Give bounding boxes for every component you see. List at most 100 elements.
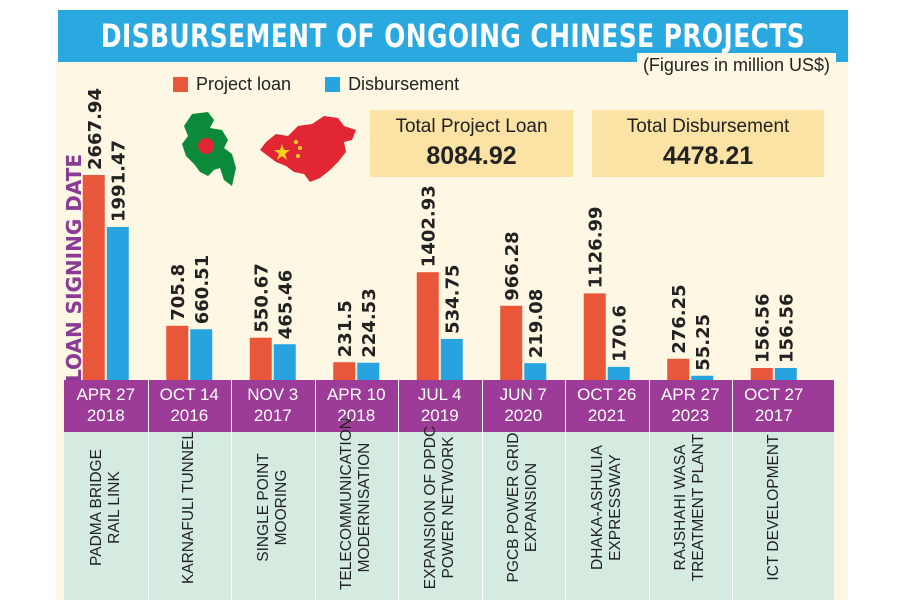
column-divider bbox=[648, 380, 650, 600]
category-label-line: RAJSHAHI WASA bbox=[672, 444, 690, 571]
category-label-7: RAJSHAHI WASA TREATMENT PLANT bbox=[672, 425, 708, 590]
category-label-6: DHAKA-ASHULIA EXPRESSWAY bbox=[589, 425, 625, 590]
date-label-line: 2018 bbox=[86, 406, 125, 425]
category-label-line: RAIL LINK bbox=[105, 471, 123, 544]
legend-label-project-loan: Project loan bbox=[196, 74, 292, 94]
date-label-2: NOV 3 2017 bbox=[233, 384, 313, 426]
date-label-line: 2018 bbox=[337, 406, 376, 425]
date-label-3: APR 10 2018 bbox=[316, 384, 396, 426]
date-label-6: OCT 26 2021 bbox=[567, 384, 647, 426]
total-project-loan-label: Total Project Loan bbox=[395, 116, 548, 137]
category-label-line: PADMA BRIDGE bbox=[87, 449, 105, 566]
bar-disbursement-5 bbox=[524, 363, 547, 380]
data-label-disbursement-4: 534.75 bbox=[443, 264, 464, 333]
data-label-disbursement-0: 1991.47 bbox=[109, 140, 130, 222]
date-label-line: 2016 bbox=[170, 406, 209, 425]
data-label-project-loan-2: 550.67 bbox=[252, 263, 273, 332]
column-divider bbox=[147, 380, 149, 600]
bar-disbursement-0 bbox=[106, 226, 129, 380]
category-label-8: ICT DEVELOPMENT bbox=[756, 425, 792, 590]
date-band bbox=[64, 380, 834, 432]
total-project-loan-value: 8084.92 bbox=[426, 142, 517, 170]
bangladesh-map-icon bbox=[182, 112, 236, 186]
category-label-line: EXPANSION bbox=[523, 462, 541, 553]
data-label-project-loan-5: 966.28 bbox=[502, 231, 523, 300]
legend: Project loan Disbursement bbox=[173, 74, 459, 95]
column-divider bbox=[231, 380, 232, 600]
data-label-disbursement-6: 170.6 bbox=[610, 305, 631, 362]
category-label-2: SINGLE POINT MOORING bbox=[255, 425, 291, 590]
date-label-8: OCT 27 2017 bbox=[734, 384, 814, 426]
bar-disbursement-3 bbox=[357, 362, 380, 380]
bar-project-loan-7 bbox=[667, 358, 690, 380]
bar-disbursement-6 bbox=[607, 366, 630, 380]
date-label-5: JUN 7 2020 bbox=[483, 384, 563, 426]
date-label-7: APR 27 2023 bbox=[650, 384, 730, 426]
date-label-line: 2023 bbox=[671, 406, 710, 425]
total-disbursement-value: 4478.21 bbox=[662, 142, 754, 170]
column-divider bbox=[398, 380, 399, 600]
column-divider bbox=[481, 380, 483, 600]
data-label-project-loan-1: 705.8 bbox=[168, 264, 189, 321]
data-label-disbursement-2: 465.46 bbox=[276, 270, 297, 339]
category-label-line: TELECOMMUNICATION bbox=[338, 418, 356, 590]
category-label-5: PGCB POWER GRID EXPANSION bbox=[505, 425, 541, 590]
date-label-line: NOV 3 bbox=[247, 385, 299, 404]
bar-disbursement-1 bbox=[190, 329, 213, 380]
china-map-icon bbox=[260, 116, 356, 182]
bar-project-loan-0 bbox=[82, 175, 105, 380]
bar-project-loan-1 bbox=[166, 325, 189, 380]
column-divider bbox=[732, 380, 733, 600]
data-label-project-loan-6: 1126.99 bbox=[586, 206, 607, 288]
bar-project-loan-6 bbox=[583, 293, 606, 380]
column-divider bbox=[314, 380, 316, 600]
data-label-project-loan-4: 1402.93 bbox=[419, 185, 440, 267]
bar-disbursement-8 bbox=[774, 367, 797, 380]
date-label-line: APR 27 bbox=[76, 385, 136, 404]
category-label-0: PADMA BRIDGE RAIL LINK bbox=[88, 425, 124, 590]
data-label-disbursement-7: 55.25 bbox=[693, 314, 714, 371]
category-label-line: SINGLE POINT bbox=[254, 453, 272, 562]
bar-disbursement-4 bbox=[440, 338, 463, 380]
legend-swatch-disbursement bbox=[325, 77, 341, 92]
category-label-line: POWER NETWORK bbox=[439, 436, 457, 579]
data-label-disbursement-3: 224.53 bbox=[359, 288, 380, 357]
legend-item-project-loan: Project loan bbox=[173, 74, 291, 95]
date-label-line: OCT 14 bbox=[159, 385, 219, 404]
legend-swatch-project-loan bbox=[173, 77, 188, 92]
date-label-line: 2021 bbox=[587, 406, 626, 425]
category-label-3: TELECOMMUNICATION MODERNISATION bbox=[338, 418, 374, 590]
category-label-line: PGCB POWER GRID bbox=[505, 432, 523, 583]
bar-disbursement-7 bbox=[691, 375, 714, 380]
category-label-line: MODERNISATION bbox=[356, 442, 374, 573]
bar-project-loan-8 bbox=[750, 367, 773, 380]
date-label-line: APR 27 bbox=[660, 385, 720, 404]
bar-project-loan-2 bbox=[249, 337, 272, 380]
date-label-line: 2017 bbox=[253, 406, 292, 425]
date-label-line: 2019 bbox=[420, 406, 459, 425]
category-label-line: EXPRESSWAY bbox=[606, 454, 624, 561]
date-label-line: 2017 bbox=[754, 406, 793, 425]
category-label-line: KARNAFULI TUNNEL bbox=[180, 430, 198, 585]
total-disbursement-label: Total Disbursement bbox=[626, 116, 790, 137]
legend-item-disbursement: Disbursement bbox=[325, 74, 459, 95]
data-label-project-loan-7: 276.25 bbox=[669, 284, 690, 353]
bar-project-loan-3 bbox=[333, 362, 356, 380]
data-label-disbursement-1: 660.51 bbox=[192, 255, 213, 324]
bar-disbursement-2 bbox=[273, 344, 296, 380]
project-name-band bbox=[64, 432, 834, 600]
chart-title: DISBURSEMENT OF ONGOING CHINESE PROJECTS bbox=[100, 17, 806, 55]
date-label-line: OCT 26 bbox=[577, 385, 637, 404]
date-label-line: OCT 27 bbox=[744, 385, 804, 404]
total-project-loan-box: Total Project Loan 8084.92 bbox=[370, 110, 573, 177]
date-label-1: OCT 14 2016 bbox=[149, 384, 229, 426]
data-label-disbursement-5: 219.08 bbox=[526, 289, 547, 358]
data-label-project-loan-8: 156.56 bbox=[753, 294, 774, 363]
date-label-line: JUL 4 bbox=[417, 385, 462, 404]
date-label-0: APR 27 2018 bbox=[66, 384, 146, 426]
category-label-1: KARNAFULI TUNNEL bbox=[171, 425, 207, 590]
legend-label-disbursement: Disbursement bbox=[348, 74, 460, 94]
data-label-project-loan-0: 2667.94 bbox=[85, 88, 106, 170]
